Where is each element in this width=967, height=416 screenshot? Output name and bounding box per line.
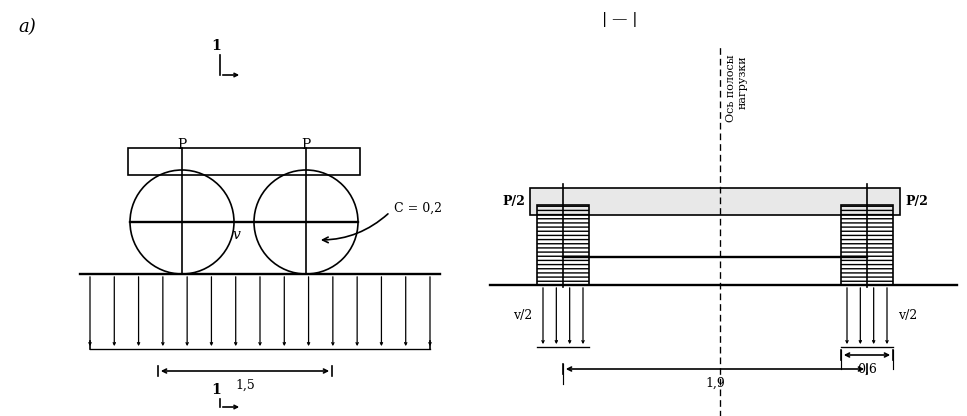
Text: v: v [232, 228, 240, 242]
Text: 1,9: 1,9 [705, 377, 725, 390]
Text: Ось полосы: Ось полосы [726, 55, 736, 122]
Text: v/2: v/2 [513, 310, 532, 322]
Text: 0,6: 0,6 [857, 363, 877, 376]
Text: P: P [177, 138, 187, 152]
Text: 1,5: 1,5 [235, 379, 255, 392]
Bar [841, 205, 893, 285]
Bar [530, 188, 900, 215]
Text: C = 0,2: C = 0,2 [394, 201, 442, 215]
Text: 1: 1 [211, 383, 220, 397]
Text: P: P [302, 138, 310, 152]
Text: | — |: | — | [602, 12, 638, 27]
Text: P/2: P/2 [905, 195, 928, 208]
Bar [537, 205, 589, 285]
Text: нагрузки: нагрузки [738, 55, 748, 109]
Text: 1: 1 [211, 39, 220, 53]
Text: P/2: P/2 [502, 195, 525, 208]
Text: v/2: v/2 [898, 310, 918, 322]
Text: a): a) [18, 18, 36, 36]
Bar [128, 148, 360, 175]
